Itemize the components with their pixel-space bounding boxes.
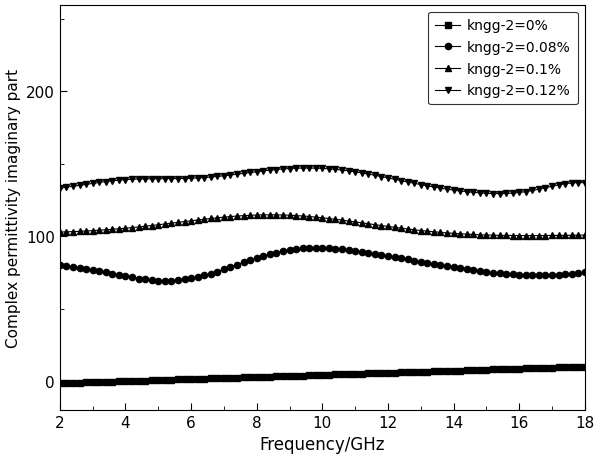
kngg-2=0.1% bbox=[526, 233, 533, 239]
kngg-2=0.12% bbox=[230, 173, 238, 178]
kngg-2=0.08% bbox=[581, 270, 589, 275]
Legend: kngg-2=0%, kngg-2=0.08%, kngg-2=0.1%, kngg-2=0.12%: kngg-2=0%, kngg-2=0.08%, kngg-2=0.1%, kn… bbox=[428, 12, 578, 105]
kngg-2=0.1% bbox=[562, 233, 569, 239]
kngg-2=0.08% bbox=[56, 263, 64, 269]
kngg-2=0.1% bbox=[200, 217, 208, 223]
kngg-2=0.1% bbox=[266, 213, 274, 218]
kngg-2=0.08% bbox=[562, 272, 569, 277]
kngg-2=0.1% bbox=[230, 214, 238, 219]
kngg-2=0.1% bbox=[522, 233, 529, 239]
X-axis label: Frequency/GHz: Frequency/GHz bbox=[260, 436, 385, 453]
kngg-2=0.08% bbox=[316, 246, 323, 251]
kngg-2=0.08% bbox=[233, 263, 241, 268]
kngg-2=0.12% bbox=[56, 186, 64, 191]
kngg-2=0.12% bbox=[581, 180, 589, 186]
kngg-2=0.08% bbox=[161, 278, 169, 284]
kngg-2=0% bbox=[581, 364, 589, 369]
kngg-2=0% bbox=[56, 381, 64, 386]
kngg-2=0.1% bbox=[581, 233, 589, 238]
kngg-2=0.12% bbox=[200, 175, 208, 181]
kngg-2=0.1% bbox=[56, 230, 64, 235]
kngg-2=0% bbox=[250, 375, 257, 380]
kngg-2=0.1% bbox=[496, 233, 503, 239]
Line: kngg-2=0.1%: kngg-2=0.1% bbox=[57, 212, 588, 239]
Y-axis label: Complex permittivity imaginary part: Complex permittivity imaginary part bbox=[5, 68, 20, 347]
kngg-2=0.08% bbox=[253, 256, 260, 261]
kngg-2=0.08% bbox=[499, 271, 506, 277]
kngg-2=0.12% bbox=[250, 170, 257, 175]
kngg-2=0.12% bbox=[302, 166, 310, 171]
Line: kngg-2=0.08%: kngg-2=0.08% bbox=[57, 245, 588, 284]
kngg-2=0.08% bbox=[526, 273, 533, 279]
kngg-2=0% bbox=[493, 367, 500, 372]
kngg-2=0% bbox=[200, 376, 208, 381]
kngg-2=0.12% bbox=[499, 191, 506, 197]
Line: kngg-2=0.12%: kngg-2=0.12% bbox=[57, 166, 588, 197]
kngg-2=0.12% bbox=[526, 189, 533, 195]
kngg-2=0.12% bbox=[496, 191, 503, 197]
kngg-2=0.12% bbox=[562, 182, 569, 187]
Line: kngg-2=0%: kngg-2=0% bbox=[57, 364, 588, 386]
kngg-2=0.08% bbox=[204, 272, 211, 278]
kngg-2=0% bbox=[555, 365, 562, 370]
kngg-2=0% bbox=[230, 375, 238, 381]
kngg-2=0.1% bbox=[250, 213, 257, 218]
kngg-2=0% bbox=[519, 366, 526, 371]
